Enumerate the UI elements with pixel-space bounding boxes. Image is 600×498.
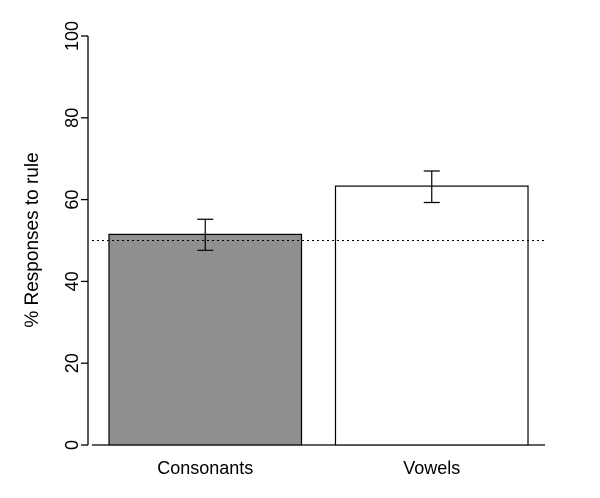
y-tick-label: 100	[62, 21, 82, 51]
error-bar-vowels	[423, 170, 440, 204]
error-bars	[197, 170, 440, 251]
y-tick-label: 40	[62, 271, 82, 291]
bar-consonants	[108, 233, 303, 446]
bar-vowels	[334, 185, 529, 446]
y-tick-label: 60	[62, 190, 82, 210]
y-axis: 0 20 40 60 80 100	[62, 21, 89, 450]
y-tick-label: 0	[62, 440, 82, 450]
y-axis-label: % Responses to rule	[22, 152, 43, 327]
y-tick-label: 80	[62, 108, 82, 128]
error-bar-consonants	[197, 218, 214, 251]
bars	[108, 185, 529, 446]
x-tick-label: Vowels	[403, 458, 460, 478]
x-axis: Consonants Vowels	[92, 444, 545, 478]
y-tick-label: 20	[62, 353, 82, 373]
x-tick-label: Consonants	[157, 458, 253, 478]
